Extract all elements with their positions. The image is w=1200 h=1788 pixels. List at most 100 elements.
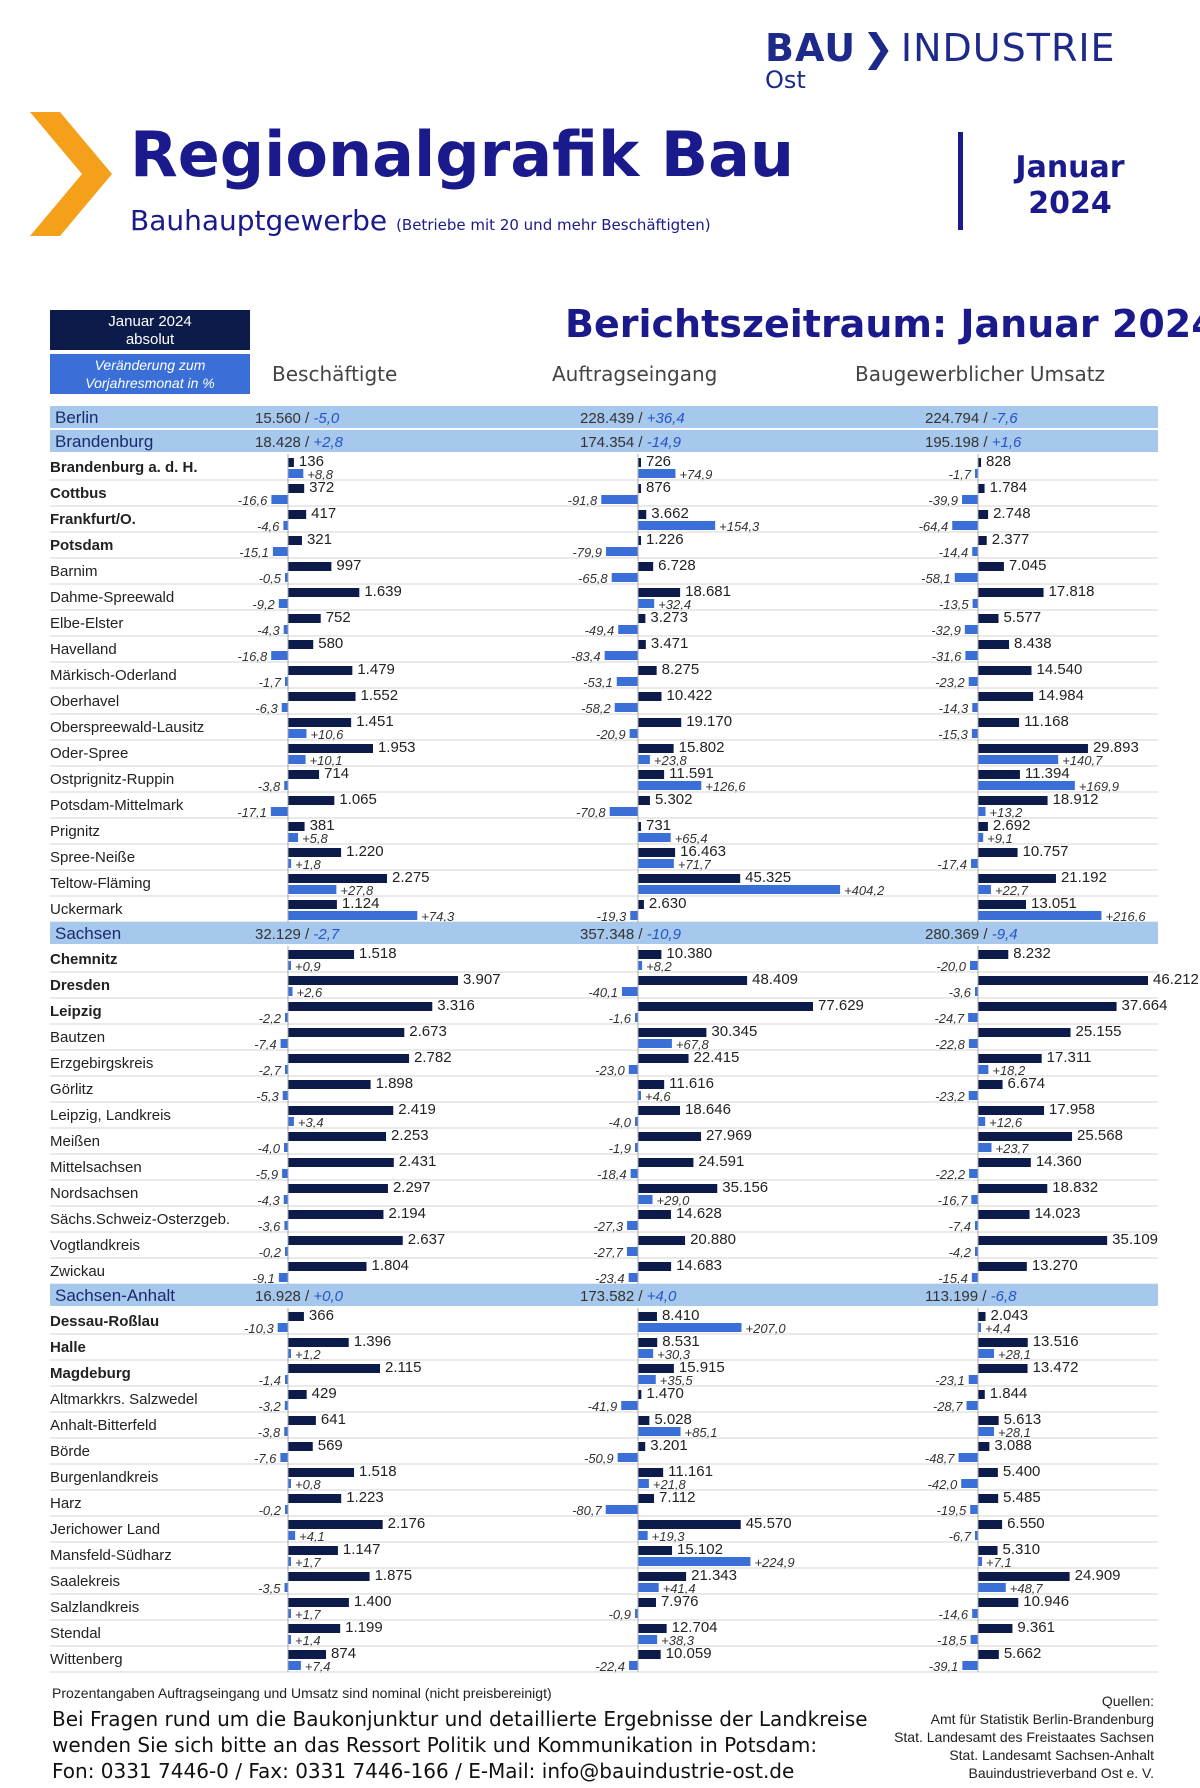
district-name: Oder-Spree <box>50 745 128 762</box>
change-label: -4,2 <box>949 1245 972 1260</box>
legend-change-line2: Vorjahresmonat in % <box>85 375 215 391</box>
value-label: 1.065 <box>339 791 377 808</box>
change-label: -83,4 <box>571 649 601 664</box>
change-label: -0,5 <box>259 571 282 586</box>
value-bar <box>288 1028 405 1037</box>
value-label: 25.568 <box>1077 1127 1123 1144</box>
value-bar <box>638 692 662 701</box>
value-label: 2.253 <box>391 1127 429 1144</box>
change-bar <box>284 1401 288 1410</box>
change-bar <box>968 1039 978 1048</box>
change-label: +10,1 <box>310 753 343 768</box>
change-label: -4,0 <box>258 1141 281 1156</box>
change-bar <box>285 1065 288 1074</box>
district-name: Erzgebirgskreis <box>50 1055 153 1072</box>
district-name: Bautzen <box>50 1029 105 1046</box>
change-bar <box>638 781 702 790</box>
change-bar <box>288 1635 291 1644</box>
value-bar <box>288 1442 313 1451</box>
change-bar <box>968 1375 978 1384</box>
change-bar <box>978 1143 992 1152</box>
value-label: 17.958 <box>1049 1101 1095 1118</box>
orange-chevron-icon <box>30 112 112 236</box>
change-bar <box>952 521 978 530</box>
value-label: 13.051 <box>1031 895 1077 912</box>
district-name: Märkisch-Oderland <box>50 667 177 684</box>
value-label: 641 <box>321 1411 346 1428</box>
change-bar <box>627 1221 638 1230</box>
change-label: +207,0 <box>746 1321 787 1336</box>
change-label: -70,8 <box>576 805 606 820</box>
value-label: 12.704 <box>672 1619 718 1636</box>
change-bar <box>968 1013 978 1022</box>
state-value-change: +1,6 <box>992 434 1022 451</box>
change-label: +140,7 <box>1062 753 1103 768</box>
change-bar <box>288 961 291 970</box>
change-bar <box>283 625 288 634</box>
value-label: 1.875 <box>375 1567 413 1584</box>
change-label: -15,1 <box>239 545 269 560</box>
district-name: Vogtlandkreis <box>50 1237 140 1254</box>
change-bar <box>604 651 638 660</box>
change-bar <box>638 1531 648 1540</box>
state-value-abs: 15.560 / <box>255 410 313 427</box>
change-bar <box>638 1195 653 1204</box>
district-name: Mansfeld-Südharz <box>50 1547 172 1564</box>
change-label: -16,8 <box>238 649 268 664</box>
value-bar <box>638 796 650 805</box>
state-value-abs: 113.199 / <box>925 1288 991 1305</box>
value-bar <box>978 1184 1048 1193</box>
change-label: -10,3 <box>244 1321 274 1336</box>
change-label: +0,9 <box>295 959 321 974</box>
change-bar <box>962 495 978 504</box>
change-bar <box>958 1453 978 1462</box>
change-label: +38,3 <box>661 1633 695 1648</box>
value-bar <box>288 848 342 857</box>
value-label: 25.155 <box>1076 1023 1122 1040</box>
change-label: +1,7 <box>295 1607 321 1622</box>
legend-change-line1: Veränderung zum <box>94 357 206 373</box>
change-bar <box>975 469 978 478</box>
district-name: Prignitz <box>50 823 100 840</box>
district-name: Stendal <box>50 1625 101 1642</box>
value-bar <box>288 950 355 959</box>
change-bar <box>288 987 293 996</box>
value-bar <box>978 1028 1071 1037</box>
value-bar <box>288 1106 394 1115</box>
value-label: 10.380 <box>666 945 712 962</box>
value-bar <box>288 692 356 701</box>
change-bar <box>978 755 1059 764</box>
change-bar <box>282 1091 288 1100</box>
value-bar <box>978 770 1020 779</box>
value-label: 77.629 <box>818 997 864 1014</box>
value-label: 1.226 <box>646 531 684 548</box>
footnote: Prozentangaben Auftragseingang und Umsat… <box>52 1685 552 1701</box>
value-bar <box>638 1494 655 1503</box>
value-bar <box>638 1650 661 1659</box>
value-label: 5.310 <box>1003 1541 1041 1558</box>
value-bar <box>978 1210 1030 1219</box>
state-value: 15.560 / -5,0 <box>255 410 340 427</box>
change-label: +71,7 <box>678 857 712 872</box>
value-bar <box>978 1364 1028 1373</box>
column-header-revenue: Baugewerblicher Umsatz <box>855 362 1106 386</box>
change-label: +0,8 <box>295 1477 321 1492</box>
change-label: +4,4 <box>985 1321 1011 1336</box>
change-bar <box>968 1091 978 1100</box>
value-bar <box>638 1468 664 1477</box>
value-bar <box>638 874 741 883</box>
value-bar <box>288 1080 371 1089</box>
value-label: 18.681 <box>685 583 731 600</box>
value-label: 569 <box>318 1437 343 1454</box>
change-bar <box>978 1117 986 1126</box>
legend-absolute-line2: absolut <box>125 331 175 348</box>
value-label: 2.431 <box>399 1153 437 1170</box>
change-label: -50,9 <box>584 1451 614 1466</box>
change-label: -40,1 <box>588 985 618 1000</box>
page-title: Regionalgrafik Bau <box>130 118 795 191</box>
change-bar <box>638 1039 672 1048</box>
value-bar <box>638 1572 687 1581</box>
state-value-abs: 173.582 / <box>580 1288 647 1305</box>
change-label: +7,4 <box>305 1659 331 1674</box>
change-bar <box>962 1661 978 1670</box>
